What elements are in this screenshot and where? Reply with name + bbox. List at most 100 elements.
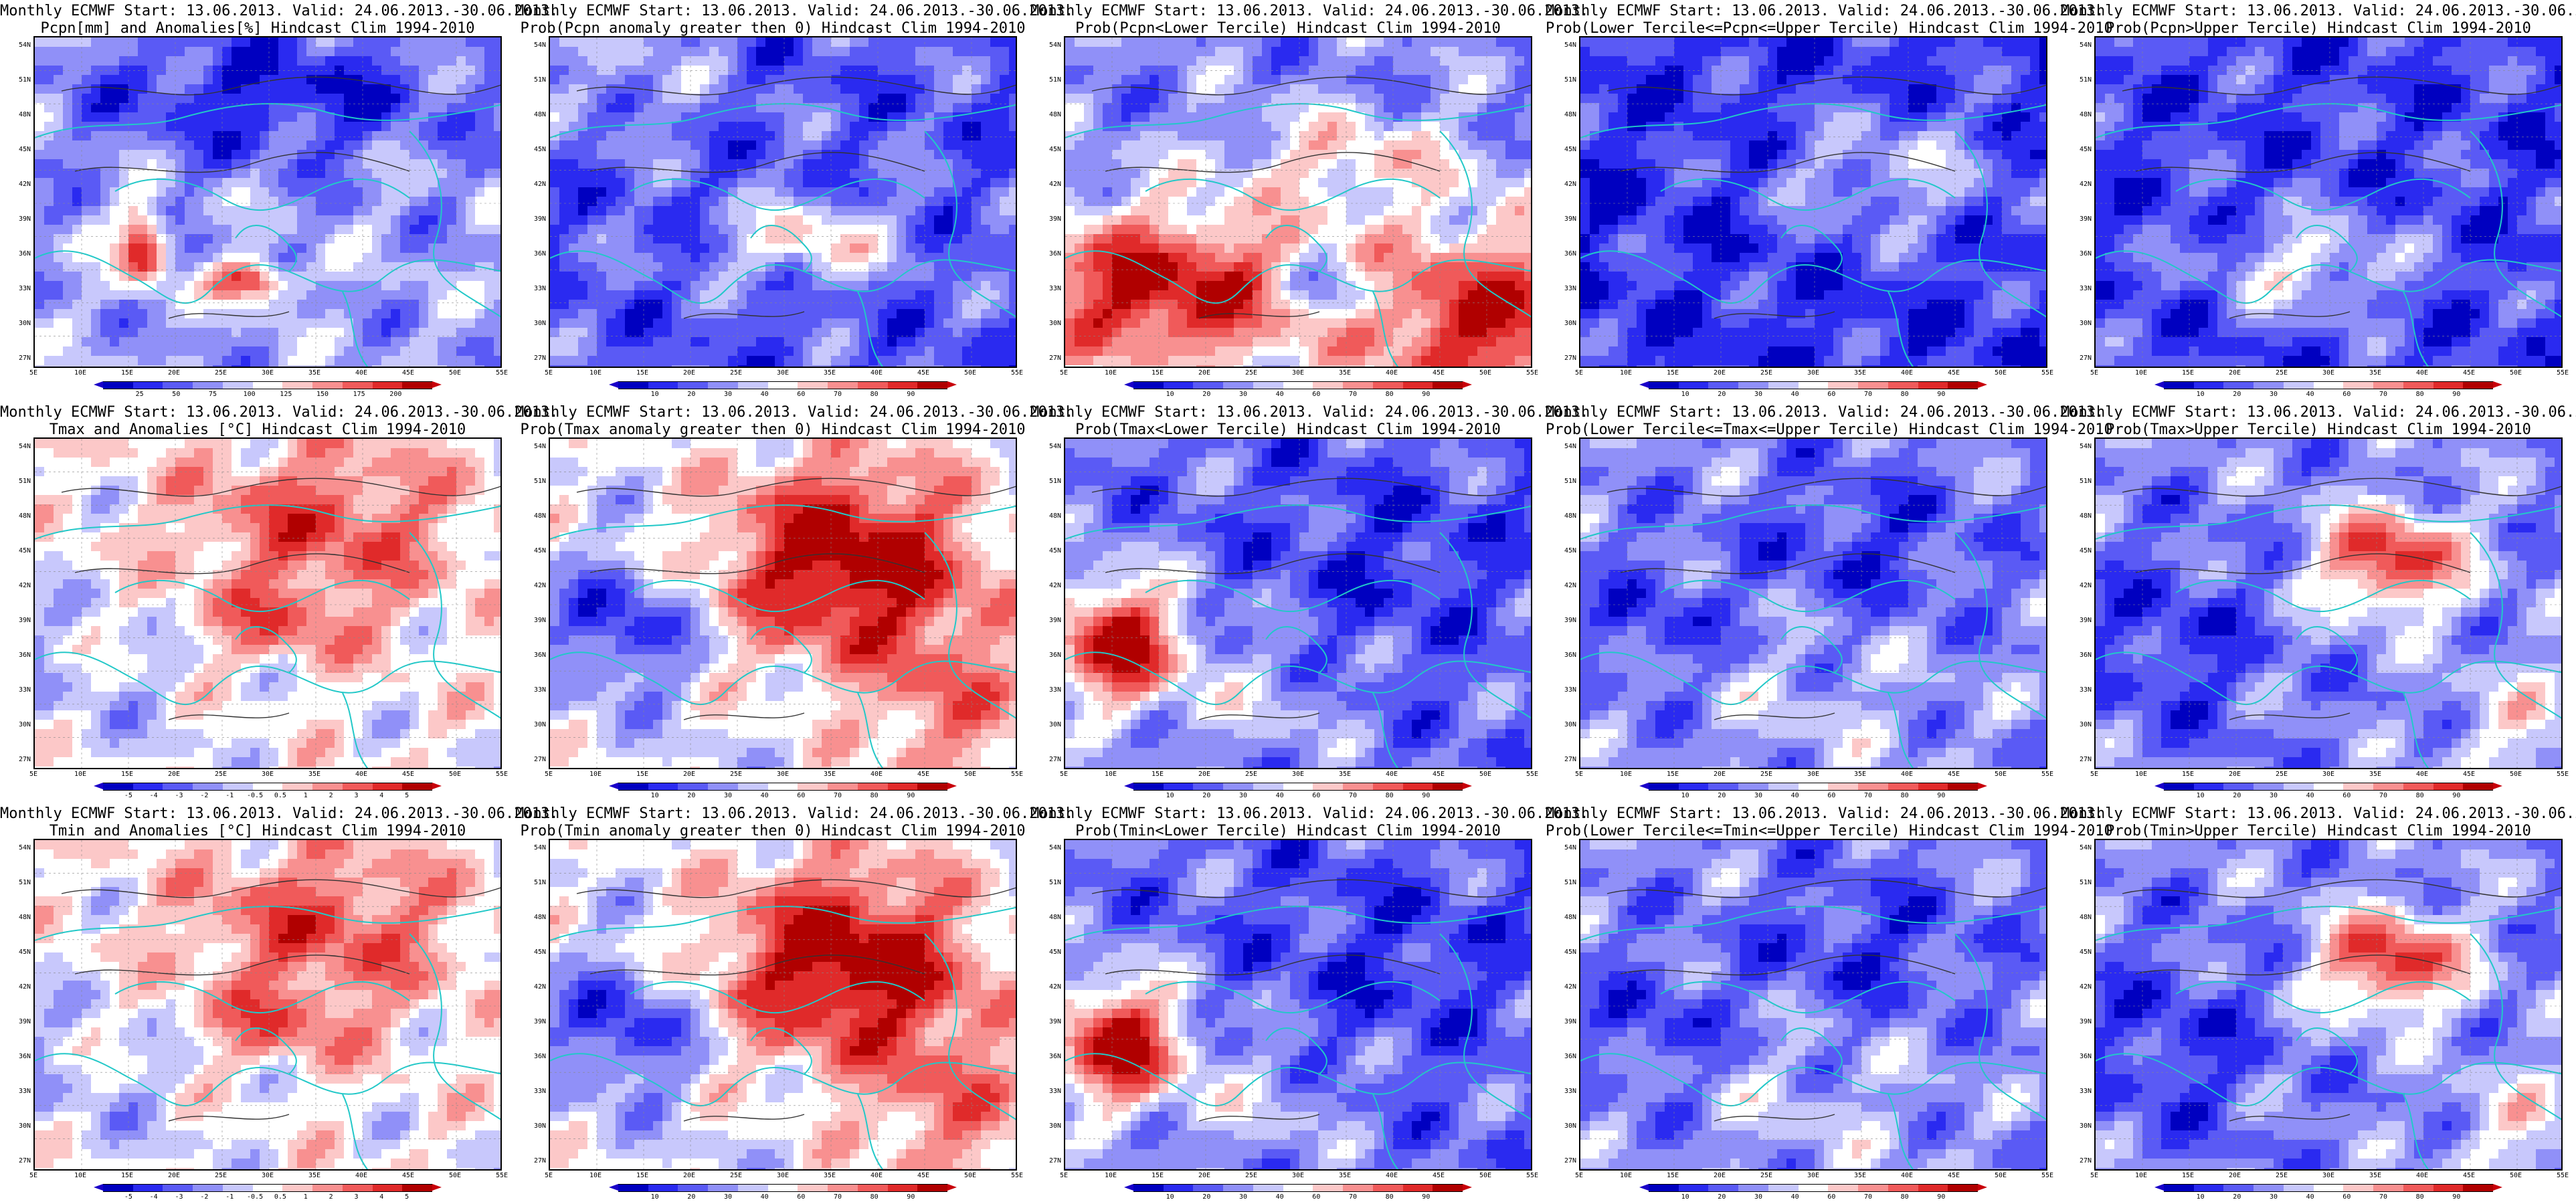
field-cell	[35, 169, 45, 179]
field-cell	[1103, 225, 1113, 235]
field-cell	[128, 47, 139, 57]
field-cell	[438, 234, 448, 244]
field-cell	[840, 309, 850, 319]
field-cell	[616, 197, 626, 207]
field-cell	[456, 309, 466, 319]
field-cell	[241, 178, 251, 188]
field-cell	[1253, 37, 1263, 47]
field-cell	[550, 356, 560, 366]
field-cell	[981, 150, 991, 160]
field-cell	[213, 243, 223, 254]
field-cell	[419, 159, 429, 169]
field-cell	[456, 356, 466, 366]
field-cell	[138, 75, 148, 85]
field-cell	[550, 215, 560, 225]
field-cell	[700, 75, 710, 85]
field-cell	[232, 206, 242, 216]
field-cell	[1356, 84, 1366, 94]
field-cell	[128, 337, 139, 347]
field-cell	[1524, 225, 1531, 235]
field-cell	[897, 215, 907, 225]
field-cell	[775, 84, 785, 94]
field-cell	[822, 56, 832, 66]
field-cell	[737, 337, 747, 347]
field-cell	[1318, 37, 1328, 47]
field-cell	[578, 206, 588, 216]
field-cell	[803, 328, 813, 338]
field-cell	[794, 103, 804, 113]
field-cell	[222, 178, 232, 188]
field-cell	[213, 272, 223, 282]
field-cell	[1524, 206, 1531, 216]
field-cell	[887, 328, 897, 338]
field-cell	[1196, 262, 1206, 272]
field-cell	[681, 253, 691, 263]
field-cell	[878, 215, 888, 225]
field-cell	[962, 159, 972, 169]
field-cell	[1131, 84, 1141, 94]
field-cell	[447, 243, 457, 254]
field-cell	[897, 140, 907, 150]
field-cell	[157, 356, 167, 366]
field-cell	[222, 365, 232, 367]
field-cell	[72, 169, 82, 179]
field-cell	[1131, 47, 1141, 57]
field-cell	[719, 253, 729, 263]
field-cell	[653, 84, 663, 94]
field-cell	[1121, 169, 1131, 179]
field-cell	[185, 253, 195, 263]
field-cell	[700, 346, 710, 357]
field-cell	[35, 243, 45, 254]
field-cell	[559, 103, 569, 113]
field-cell	[859, 187, 869, 197]
field-cell	[475, 337, 485, 347]
field-cell	[1524, 94, 1531, 104]
field-cell	[344, 187, 354, 197]
field-cell	[597, 37, 607, 47]
field-cell	[897, 290, 907, 300]
field-cell	[794, 346, 804, 357]
field-cell	[859, 253, 869, 263]
field-cell	[297, 112, 307, 122]
field-cell	[325, 243, 335, 254]
field-cell	[756, 112, 766, 122]
field-cell	[1206, 262, 1216, 272]
field-cell	[306, 84, 316, 94]
field-cell	[616, 346, 626, 357]
field-cell	[1121, 197, 1131, 207]
field-cell	[63, 281, 73, 291]
field-cell	[822, 300, 832, 310]
field-cell	[1505, 234, 1515, 244]
field-cell	[662, 47, 672, 57]
field-cell	[82, 356, 92, 366]
field-cell	[587, 243, 597, 254]
field-cell	[831, 37, 841, 47]
field-cell	[409, 84, 420, 94]
field-cell	[625, 122, 635, 132]
field-cell	[1281, 150, 1291, 160]
field-cell	[466, 112, 476, 122]
field-cell	[494, 365, 500, 367]
field-cell	[128, 272, 139, 282]
field-cell	[1440, 215, 1450, 225]
field-cell	[232, 318, 242, 328]
field-cell	[569, 365, 579, 367]
field-cell	[868, 253, 879, 263]
field-cell	[1309, 253, 1319, 263]
field-cell	[784, 140, 794, 150]
field-cell	[232, 234, 242, 244]
field-cell	[662, 215, 672, 225]
field-cell	[400, 234, 410, 244]
field-cell	[962, 140, 972, 150]
field-cell	[91, 169, 101, 179]
field-cell	[232, 84, 242, 94]
field-cell	[1402, 262, 1412, 272]
field-cell	[943, 122, 953, 132]
field-cell	[878, 169, 888, 179]
field-cell	[1384, 103, 1394, 113]
field-cell	[147, 300, 157, 310]
field-cell	[1524, 75, 1531, 85]
field-cell	[475, 103, 485, 113]
field-cell	[1393, 169, 1403, 179]
field-cell	[972, 187, 982, 197]
